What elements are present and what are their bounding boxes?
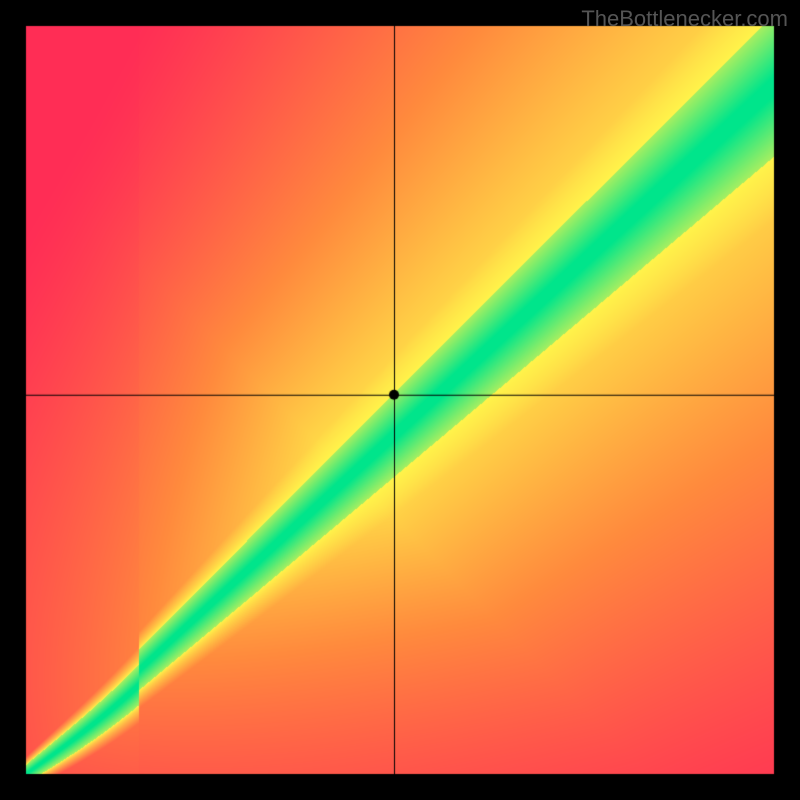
watermark-text: TheBottlenecker.com bbox=[581, 6, 788, 32]
chart-container: TheBottlenecker.com bbox=[0, 0, 800, 800]
bottleneck-heatmap bbox=[0, 0, 800, 800]
